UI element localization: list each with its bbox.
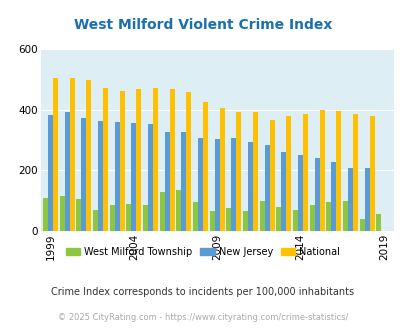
Bar — [330, 162, 335, 231]
Bar — [70, 78, 75, 231]
Bar — [375, 214, 380, 231]
Bar — [236, 113, 241, 231]
Bar — [369, 116, 374, 231]
Bar — [302, 114, 307, 231]
Bar — [326, 202, 330, 231]
Bar — [219, 108, 224, 231]
Text: West Milford Violent Crime Index: West Milford Violent Crime Index — [74, 18, 331, 32]
Bar — [247, 142, 252, 231]
Bar — [153, 88, 158, 231]
Bar — [136, 89, 141, 231]
Bar — [252, 112, 258, 231]
Bar — [226, 208, 231, 231]
Legend: West Milford Township, New Jersey, National: West Milford Township, New Jersey, Natio… — [62, 243, 343, 261]
Bar — [119, 91, 124, 231]
Bar — [65, 112, 70, 231]
Bar — [347, 168, 352, 231]
Bar — [192, 202, 198, 231]
Bar — [359, 219, 364, 231]
Bar — [214, 139, 219, 231]
Bar — [186, 92, 191, 231]
Bar — [352, 114, 357, 231]
Bar — [314, 158, 319, 231]
Bar — [48, 115, 53, 231]
Bar — [131, 123, 136, 231]
Bar — [93, 210, 98, 231]
Bar — [276, 207, 281, 231]
Bar — [269, 120, 274, 231]
Bar — [148, 124, 153, 231]
Bar — [292, 210, 297, 231]
Bar — [281, 152, 286, 231]
Bar — [231, 138, 236, 231]
Bar — [126, 204, 131, 231]
Bar — [297, 155, 302, 231]
Bar — [115, 122, 119, 231]
Bar — [159, 192, 164, 231]
Bar — [181, 132, 186, 231]
Bar — [264, 146, 269, 231]
Bar — [342, 201, 347, 231]
Bar — [60, 196, 65, 231]
Bar — [98, 120, 103, 231]
Bar — [176, 190, 181, 231]
Bar — [198, 138, 202, 231]
Bar — [53, 78, 58, 231]
Bar — [43, 198, 48, 231]
Bar — [143, 205, 148, 231]
Bar — [319, 110, 324, 231]
Bar — [86, 80, 91, 231]
Bar — [81, 117, 86, 231]
Bar — [364, 168, 369, 231]
Bar — [309, 205, 314, 231]
Bar — [286, 116, 291, 231]
Bar — [209, 211, 214, 231]
Text: © 2025 CityRating.com - https://www.cityrating.com/crime-statistics/: © 2025 CityRating.com - https://www.city… — [58, 313, 347, 322]
Bar — [103, 87, 108, 231]
Text: Crime Index corresponds to incidents per 100,000 inhabitants: Crime Index corresponds to incidents per… — [51, 287, 354, 297]
Bar — [202, 102, 207, 231]
Bar — [164, 132, 169, 231]
Bar — [335, 111, 341, 231]
Bar — [243, 211, 247, 231]
Bar — [76, 199, 81, 231]
Bar — [109, 205, 115, 231]
Bar — [169, 89, 174, 231]
Bar — [259, 201, 264, 231]
